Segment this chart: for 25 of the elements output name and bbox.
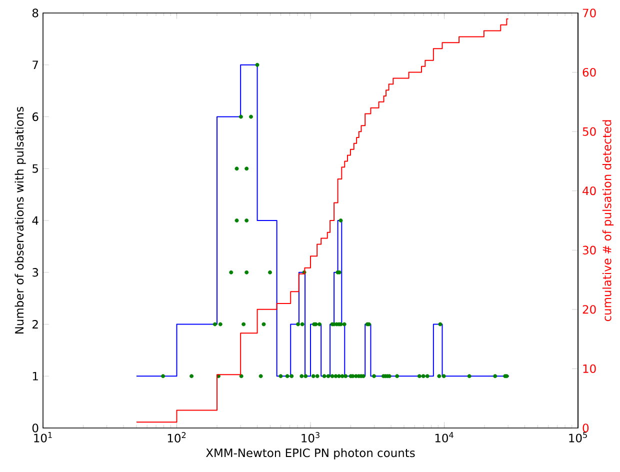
y2-tick-label: 40 bbox=[582, 186, 596, 196]
y2-tick-label: 50 bbox=[582, 127, 596, 136]
x-axis-title: XMM-Newton EPIC PN photon counts bbox=[206, 448, 415, 460]
x-tick-label: 10$^{2}$ bbox=[168, 432, 186, 442]
y-tick-label: 3 bbox=[32, 268, 38, 277]
y-tick-label: 5 bbox=[32, 164, 38, 173]
y-tick-label: 7 bbox=[32, 60, 38, 70]
y-axis-title: Number of observations with pulsations bbox=[14, 106, 26, 334]
y2-tick-label: 60 bbox=[582, 68, 596, 77]
x-tick-label: 10$^{4}$ bbox=[435, 432, 454, 442]
y-tick-label: 8 bbox=[32, 8, 38, 18]
y2-tick-label: 30 bbox=[582, 246, 596, 254]
y-tick-label: 1 bbox=[32, 372, 38, 380]
y-tick-label: 2 bbox=[32, 320, 38, 328]
y2-tick-label: 70 bbox=[582, 8, 596, 18]
x-tick-label: 10$^{3}$ bbox=[302, 432, 320, 442]
y-tick-label: 4 bbox=[32, 216, 38, 225]
y2-axis-title: cumulative # of pulsation detected bbox=[602, 120, 614, 322]
y2-tick-label: 0 bbox=[582, 424, 589, 432]
y-tick-label: 6 bbox=[32, 112, 38, 122]
y-tick-label: 0 bbox=[32, 424, 38, 432]
y2-tick-label: 20 bbox=[582, 305, 596, 314]
y2-tick-label: 10 bbox=[583, 364, 596, 374]
x-tick-label: 10$^{1}$ bbox=[34, 432, 52, 442]
x-tick-label: 10$^{5}$ bbox=[569, 432, 587, 442]
